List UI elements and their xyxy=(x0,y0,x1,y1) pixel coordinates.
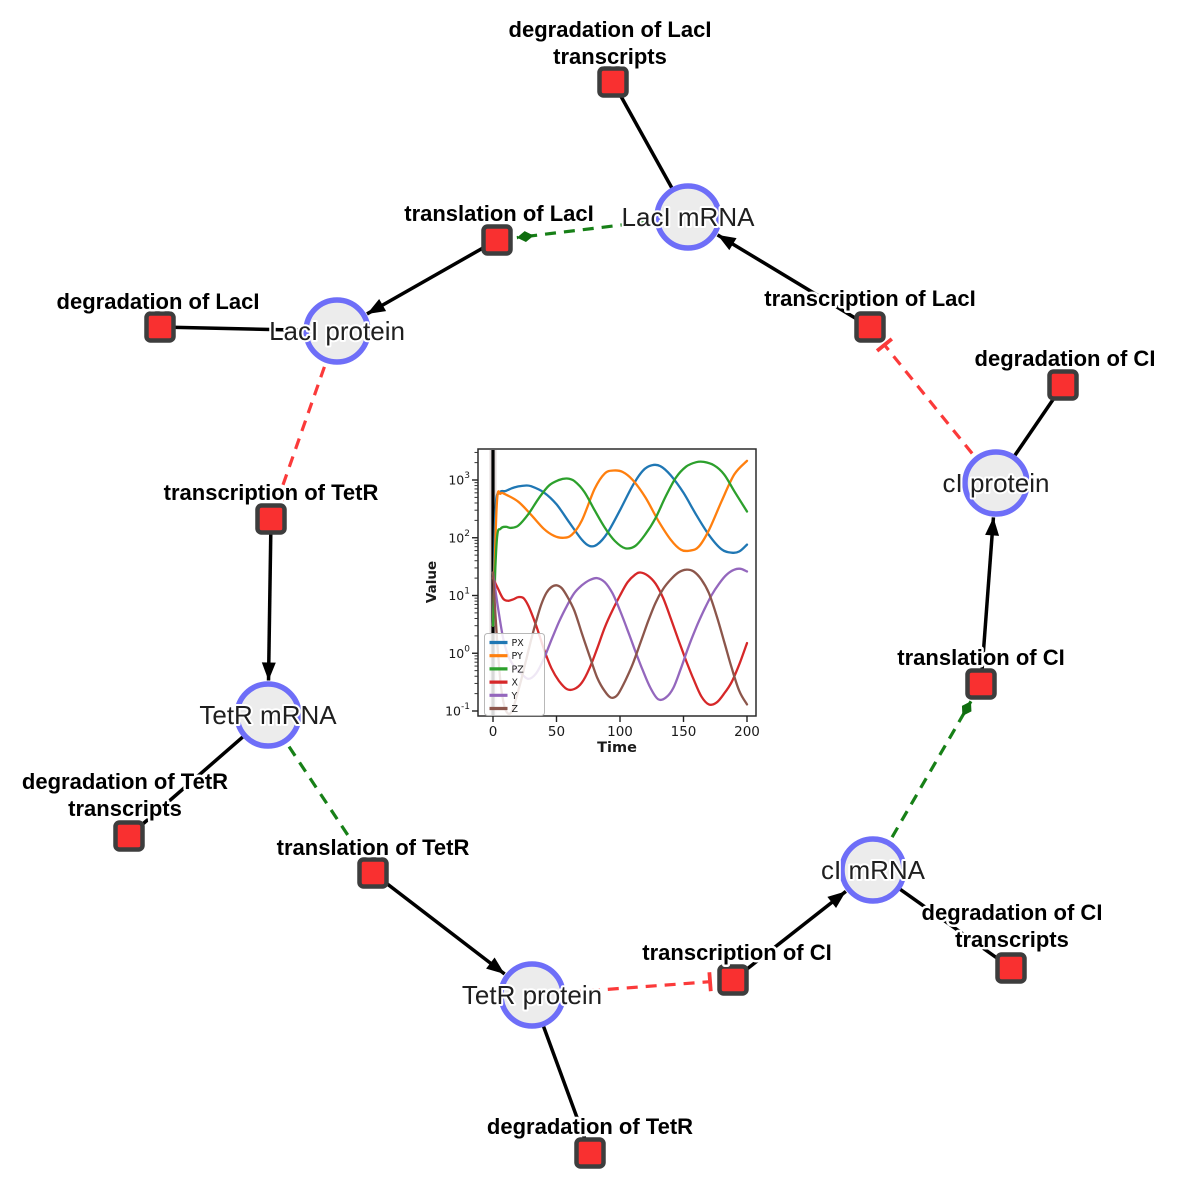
reaction-node-deg_laci_tx[interactable] xyxy=(597,66,629,98)
reaction-label-deg_ci_tx-line1: transcripts xyxy=(955,927,1069,952)
reaction-label-deg_tetr-line0: degradation of TetR xyxy=(487,1114,693,1139)
nodes-layer xyxy=(113,66,1079,1169)
series-line-PX xyxy=(491,463,749,627)
legend-label-PZ: PZ xyxy=(512,664,525,675)
reaction-node-deg_laci[interactable] xyxy=(144,311,176,343)
x-axis-tick-label: 200 xyxy=(734,724,760,740)
reaction-node-deg_ci_tx[interactable] xyxy=(995,952,1027,984)
reaction-node-txn_ci[interactable] xyxy=(717,964,749,996)
species-node-laci_protein[interactable] xyxy=(303,297,371,365)
reaction-node-transl_ci[interactable] xyxy=(965,668,997,700)
species-node-tetr_mrna[interactable] xyxy=(234,681,302,749)
species-node-tetr_protein[interactable] xyxy=(498,961,566,1029)
reaction-label-transl_laci-line0: translation of LacI xyxy=(404,201,593,226)
species-label-ci_protein: cI protein xyxy=(943,468,1050,498)
y-axis-tick-label: 10-1 xyxy=(445,702,470,719)
y-axis-title: Value xyxy=(424,561,440,603)
reaction-label-deg_laci_tx-line0: degradation of LacI xyxy=(509,17,712,42)
x-axis-tick-label: 50 xyxy=(548,724,565,740)
edge-product-txn_tetr-tetr_mrna xyxy=(261,518,276,681)
edge-product-transl_laci-laci_protein xyxy=(366,238,498,316)
y-axis-tick-label: 100 xyxy=(448,644,470,661)
reaction-label-txn_ci-line0: transcription of CI xyxy=(642,940,831,965)
reaction-node-transl_laci[interactable] xyxy=(481,224,513,256)
species-node-ci_mrna[interactable] xyxy=(839,836,907,904)
simulation-plot: 10-1 100 101 102 103 0 50 100 150 200 Time Value PX P… xyxy=(424,448,760,756)
series-line-PY xyxy=(491,459,749,627)
reaction-label-deg_tetr_tx-line1: transcripts xyxy=(68,796,182,821)
species-label-laci_protein: LacI protein xyxy=(269,316,405,346)
reaction-label-deg_ci-line0: degradation of CI xyxy=(975,346,1156,371)
reaction-label-deg_tetr_tx-line0: degradation of TetR xyxy=(22,769,228,794)
species-label-tetr_mrna: TetR mRNA xyxy=(199,700,337,730)
species-label-tetr_protein: TetR protein xyxy=(462,980,602,1010)
reaction-node-transl_tetr[interactable] xyxy=(357,857,389,889)
reaction-node-txn_tetr[interactable] xyxy=(255,503,287,535)
reaction-label-txn_laci-line0: transcription of LacI xyxy=(764,286,975,311)
legend-label-Y: Y xyxy=(511,691,518,702)
series-line-X xyxy=(491,571,749,706)
legend-label-PX: PX xyxy=(512,638,525,649)
labels-layer: LacI mRNA LacI protein TetR mRNA TetR prote… xyxy=(19,15,1158,1142)
edge-product-txn_ci-ci_mrna xyxy=(731,889,847,982)
x-axis-title: Time xyxy=(597,740,637,756)
y-axis-tick-label: 102 xyxy=(448,529,470,546)
reaction-label-deg_ci_tx-line0: degradation of CI xyxy=(922,900,1103,925)
edge-product-transl_ci-ci_protein xyxy=(979,517,1000,685)
x-axis-tick-label: 150 xyxy=(671,724,697,740)
edge-product-txn_laci-laci_mrna xyxy=(716,233,871,329)
reaction-node-deg_tetr_tx[interactable] xyxy=(113,820,145,852)
reaction-label-deg_laci-line0: degradation of LacI xyxy=(57,289,260,314)
reaction-node-deg_tetr[interactable] xyxy=(574,1137,606,1169)
y-axis-tick-label: 103 xyxy=(448,471,470,488)
x-axis-tick-label: 100 xyxy=(607,724,633,740)
reaction-node-deg_ci[interactable] xyxy=(1047,369,1079,401)
reaction-node-txn_laci[interactable] xyxy=(854,311,886,343)
reaction-label-deg_laci_tx-line1: transcripts xyxy=(553,44,667,69)
reaction-label-transl_tetr-line0: translation of TetR xyxy=(277,835,470,860)
species-node-ci_protein[interactable] xyxy=(962,449,1030,517)
edge-modifier-ci_mrna-transl_ci xyxy=(871,700,973,871)
species-label-ci_mrna: cI mRNA xyxy=(821,855,926,885)
edge-product-transl_tetr-tetr_protein xyxy=(371,871,506,976)
legend-label-X: X xyxy=(512,678,519,689)
reaction-label-transl_ci-line0: translation of CI xyxy=(897,645,1064,670)
series-line-PZ xyxy=(491,460,749,627)
species-label-laci_mrna: LacI mRNA xyxy=(622,202,756,232)
species-node-laci_mrna[interactable] xyxy=(654,183,722,251)
x-axis-tick-label: 0 xyxy=(489,724,498,740)
legend-label-PY: PY xyxy=(512,651,524,662)
legend-label-Z: Z xyxy=(512,704,519,715)
reaction-label-txn_tetr-line0: transcription of TetR xyxy=(164,480,379,505)
y-axis-tick-label: 101 xyxy=(448,587,470,604)
